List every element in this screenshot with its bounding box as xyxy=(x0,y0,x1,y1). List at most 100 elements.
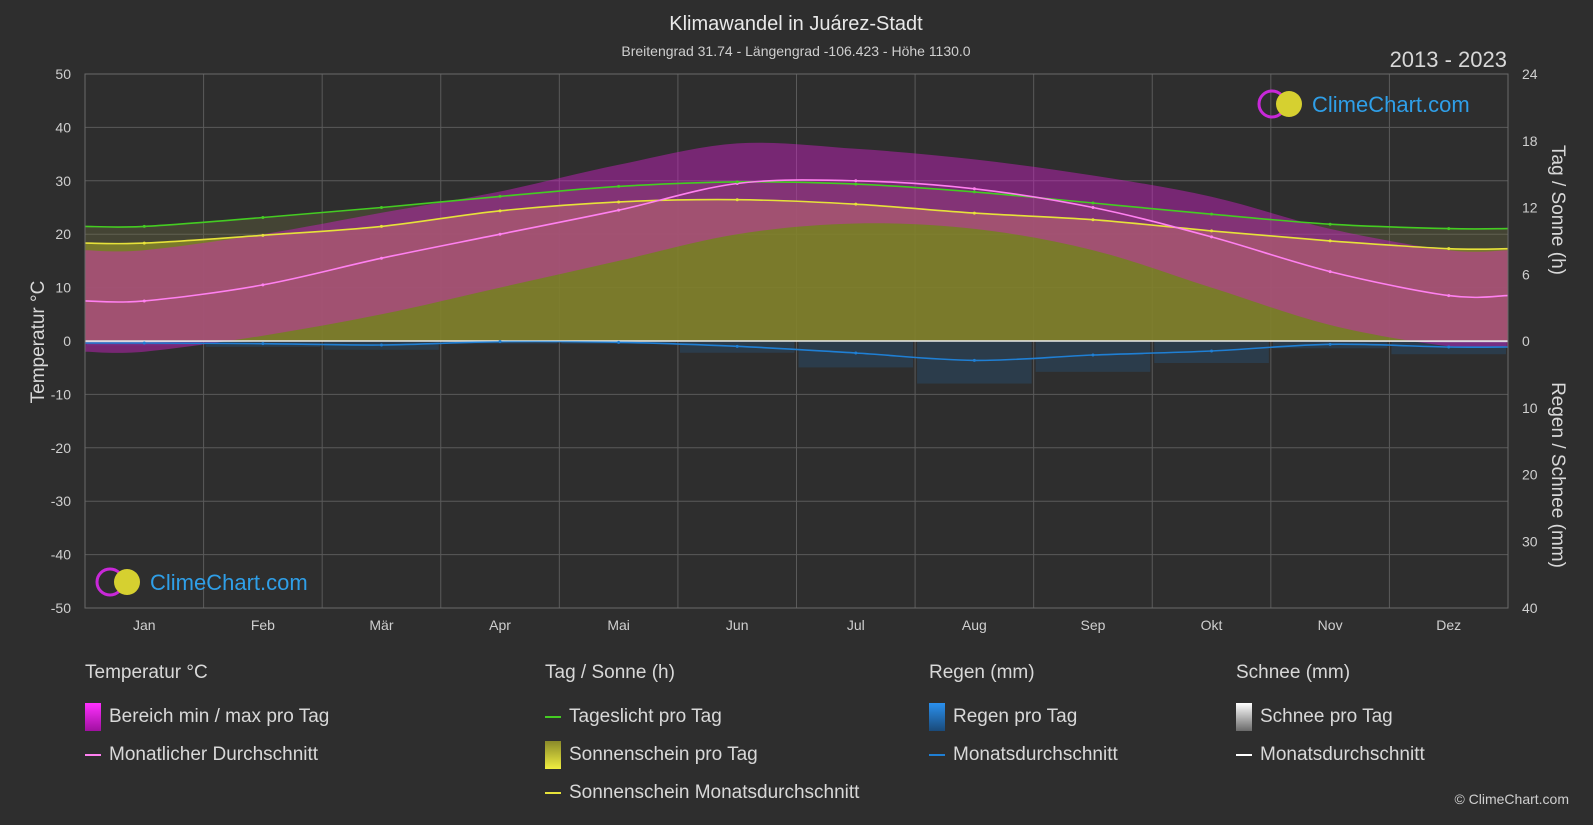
daylight-point xyxy=(1210,212,1214,216)
left-tick-label: 50 xyxy=(55,66,71,82)
chart-subtitle: Breitengrad 31.74 - Längengrad -106.423 … xyxy=(621,43,970,59)
climate-chart: Klimawandel in Juárez-Stadt Breitengrad … xyxy=(28,13,1568,633)
snow-swatch xyxy=(1236,703,1252,731)
sunshine-avg-point xyxy=(1328,239,1332,243)
sunshine-avg-point xyxy=(972,211,976,215)
legend-item: Sonnenschein Monatsdurchschnitt xyxy=(545,774,859,812)
legend-item: Monatsdurchschnitt xyxy=(929,736,1118,774)
temperature-range-band xyxy=(85,142,1508,353)
right-tick-label: 6 xyxy=(1522,266,1530,282)
sunshine-avg-point xyxy=(1210,229,1214,233)
daylight-point xyxy=(735,180,739,184)
temperature-avg-point xyxy=(617,208,621,212)
temperature-avg-point xyxy=(142,299,146,303)
legend-label: Monatlicher Durchschnitt xyxy=(109,744,319,765)
legend-label: Regen pro Tag xyxy=(953,706,1078,727)
daylight-point xyxy=(972,190,976,194)
sunshine-avg-point xyxy=(379,224,383,228)
rain-avg-point xyxy=(261,342,265,346)
rain-avg-point xyxy=(854,351,858,355)
legend-item: Sonnenschein pro Tag xyxy=(545,736,859,774)
copyright: © ClimeChart.com xyxy=(1454,791,1569,807)
plot-border xyxy=(84,73,1509,609)
rain-avg-point xyxy=(972,358,976,362)
left-tick-label: 30 xyxy=(55,173,71,189)
legend-title: Tag / Sonne (h) xyxy=(545,662,675,683)
left-tick-label: -20 xyxy=(51,440,71,456)
temperature-avg-point xyxy=(972,187,976,191)
daylight-point xyxy=(142,224,146,228)
month-label: Mär xyxy=(369,617,393,633)
rain-avg-point xyxy=(1447,345,1451,349)
legend-label: Sonnenschein pro Tag xyxy=(569,744,758,765)
sunshine-area xyxy=(85,199,1508,341)
year-range: 2013 - 2023 xyxy=(1390,47,1507,72)
temperature-avg-point xyxy=(261,283,265,287)
logo-sun-icon xyxy=(1276,91,1302,117)
sunshine-swatch xyxy=(545,741,561,769)
left-tick-label: 10 xyxy=(55,280,71,296)
left-tick-label: 0 xyxy=(63,333,71,349)
right-tick-label: 20 xyxy=(1522,467,1538,483)
daylight-point xyxy=(379,206,383,209)
daylight-point xyxy=(617,184,621,188)
left-axis-label: Temperatur °C xyxy=(28,281,49,404)
temperature-avg-line xyxy=(84,179,1509,303)
rain-avg-point xyxy=(142,341,146,345)
daylight-point xyxy=(261,216,265,220)
left-tick-label: -10 xyxy=(51,386,71,402)
month-label: Nov xyxy=(1318,617,1343,633)
legend-item: Monatsdurchschnitt xyxy=(1236,736,1425,774)
month-label: Apr xyxy=(489,617,511,633)
sunshine-avg-point xyxy=(617,200,621,204)
left-tick-label: -30 xyxy=(51,493,71,509)
snow-avg-line xyxy=(84,340,1509,343)
brand-name-bottom: ClimeChart.com xyxy=(150,570,308,595)
legend-sun: Tag / Sonne (h) Tageslicht pro Tag Sonne… xyxy=(545,662,859,812)
rain-avg-point xyxy=(735,344,739,348)
line-swatch xyxy=(929,754,945,756)
legend-label: Schnee pro Tag xyxy=(1260,706,1393,727)
legend-label: Monatsdurchschnitt xyxy=(953,744,1118,765)
month-label: Sep xyxy=(1080,617,1105,633)
daylight-point xyxy=(854,182,858,186)
temperature-avg-point xyxy=(1328,270,1332,274)
left-tick-label: -40 xyxy=(51,547,71,563)
sunshine-avg-point xyxy=(498,209,502,213)
right-axis-bottom-label: Regen / Schnee (mm) xyxy=(1547,382,1568,568)
month-label: Mai xyxy=(607,617,630,633)
sunshine-avg-point xyxy=(854,202,858,206)
brand-logo-bottom: ClimeChart.com xyxy=(95,567,308,597)
month-label: Jan xyxy=(133,617,156,633)
month-label: Aug xyxy=(962,617,987,633)
temperature-avg-point xyxy=(1091,206,1095,209)
sunshine-avg-point xyxy=(1091,218,1095,222)
right-tick-label: 12 xyxy=(1522,200,1538,216)
right-tick-label: 40 xyxy=(1522,600,1538,616)
rain-avg-point xyxy=(617,340,621,344)
temperature-avg-point xyxy=(379,256,383,260)
legend-temperature: Temperatur °C Bereich min / max pro Tag … xyxy=(85,662,329,774)
legend-snow: Schnee (mm) Schnee pro Tag Monatsdurchsc… xyxy=(1236,662,1425,774)
left-tick-label: 20 xyxy=(55,226,71,242)
legend-rain: Regen (mm) Regen pro Tag Monatsdurchschn… xyxy=(929,662,1118,774)
right-tick-label: 24 xyxy=(1522,66,1538,82)
right-axis-top-label: Tag / Sonne (h) xyxy=(1547,145,1568,275)
daylight-point xyxy=(498,194,502,198)
sunshine-avg-point xyxy=(142,241,146,245)
legend-item: Tageslicht pro Tag xyxy=(545,698,859,736)
daylight-point xyxy=(1328,222,1332,226)
sunshine-avg-point xyxy=(1447,247,1451,251)
temperature-avg-point xyxy=(1447,294,1451,298)
brand-logo-top: ClimeChart.com xyxy=(1257,89,1470,119)
month-label: Jun xyxy=(726,617,749,633)
line-swatch xyxy=(1236,754,1252,756)
legend-item: Schnee pro Tag xyxy=(1236,698,1425,736)
line-swatch xyxy=(545,792,561,794)
month-label: Feb xyxy=(251,617,275,633)
daylight-line xyxy=(84,181,1509,230)
rain-avg-point xyxy=(1210,349,1214,353)
rain-avg-point xyxy=(1328,342,1332,346)
rain-avg-point xyxy=(1091,353,1095,357)
legend-label: Sonnenschein Monatsdurchschnitt xyxy=(569,782,860,803)
